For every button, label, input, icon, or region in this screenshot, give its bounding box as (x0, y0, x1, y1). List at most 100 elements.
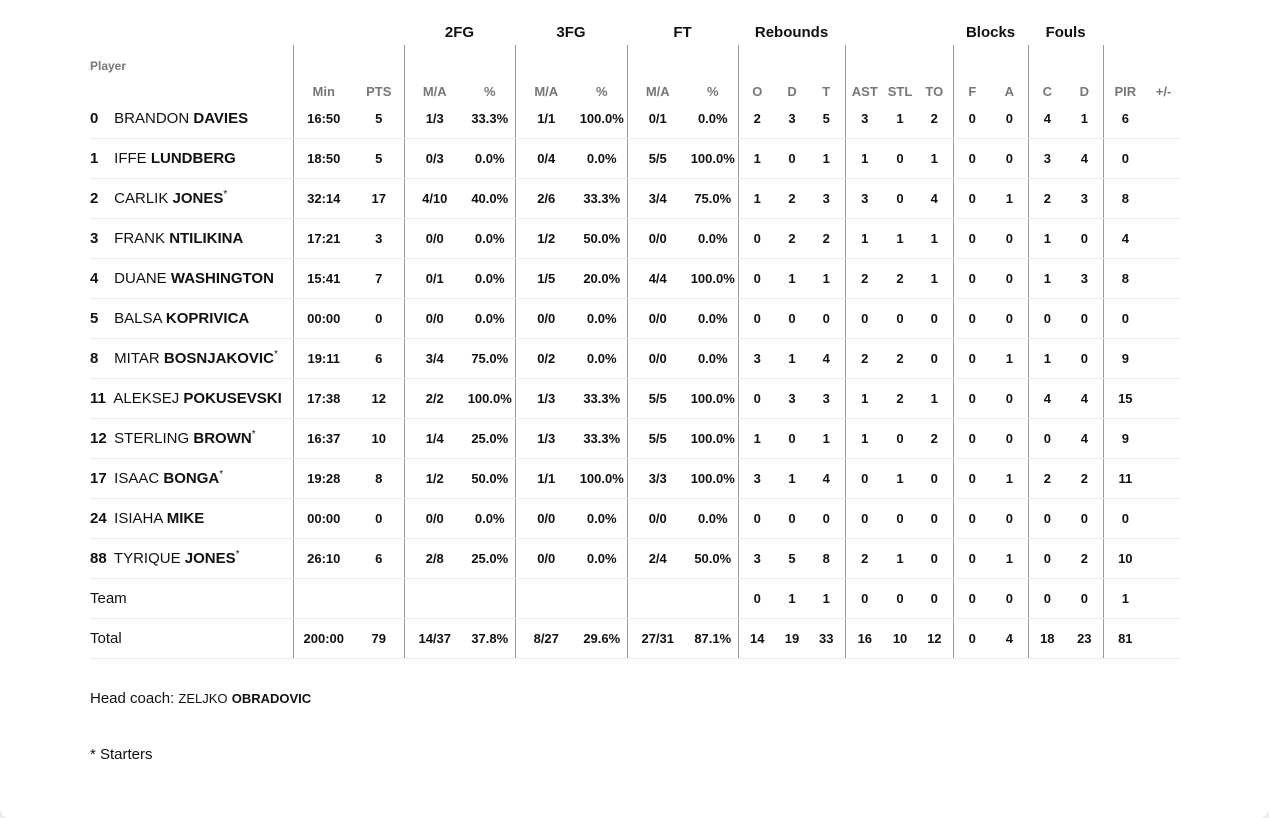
stat-cell: 8 (1102, 258, 1148, 299)
player-name[interactable]: 2 CARLIK JONES* (90, 178, 293, 219)
col-header[interactable]: M/A (514, 45, 577, 99)
stat-cell: 3 (737, 458, 777, 499)
col-header[interactable]: +/- (1155, 84, 1172, 99)
starter-mark: * (235, 549, 240, 560)
stat-cell: 100.0% (577, 99, 627, 139)
stat-cell: 3 (844, 178, 885, 219)
stat-cell: 0 (991, 218, 1029, 259)
col-header[interactable]: % (706, 84, 719, 99)
col-header[interactable]: O (737, 45, 777, 99)
col-header-player: Player (90, 59, 127, 73)
stat-cell: 4 (991, 618, 1029, 659)
col-header[interactable]: A (1004, 84, 1014, 99)
player-name[interactable]: 12 STERLING BROWN* (90, 418, 293, 459)
stat-cell: 100.0% (577, 458, 627, 499)
col-header[interactable]: % (595, 84, 608, 99)
stat-cell: 0/0 (403, 298, 465, 339)
stat-cell: 75.0% (465, 338, 515, 379)
player-name[interactable]: 1 IFFE LUNDBERG (90, 138, 293, 179)
player-name[interactable]: 11 ALEKSEJ POKUSEVSKI (90, 378, 293, 419)
stat-cell: 0.0% (577, 538, 627, 579)
stat-cell: 2 (1066, 458, 1104, 499)
stat-cell: 3 (1027, 138, 1067, 179)
stat-cell: 4 (1027, 378, 1067, 419)
player-name[interactable]: 3 FRANK NTILIKINA (90, 218, 293, 259)
stat-cell: 0 (844, 498, 885, 539)
col-header[interactable]: Min (292, 45, 354, 99)
stat-cell: 37.8% (465, 618, 515, 659)
col-header[interactable]: F (952, 45, 992, 99)
stat-cell: 0.0% (688, 99, 739, 139)
col-header[interactable]: TO (925, 84, 944, 99)
col-header[interactable]: PIR (1102, 45, 1148, 99)
stat-cell: 100.0% (688, 138, 739, 179)
col-header[interactable]: STL (887, 84, 913, 99)
player-number: 2 (90, 190, 99, 207)
stat-cell (1147, 458, 1181, 499)
stat-cell: 10 (884, 618, 917, 659)
stat-cell: 0 (952, 418, 992, 459)
player-name[interactable]: 8 MITAR BOSNJAKOVIC* (90, 338, 293, 379)
player-name[interactable]: 4 DUANE WASHINGTON (90, 258, 293, 299)
player-first-name: STERLING (114, 430, 190, 447)
stat-cell: 0 (808, 298, 846, 339)
starters-footnote: * Starters (90, 746, 153, 763)
col-header[interactable]: % (483, 84, 496, 99)
stat-cell (1147, 538, 1181, 579)
col-header[interactable]: D (787, 84, 797, 99)
stat-cell: 0/0 (626, 298, 688, 339)
total-label: Total (90, 618, 293, 659)
player-name[interactable]: 17 ISAAC BONGA* (90, 458, 293, 499)
stat-cell: 1 (916, 258, 954, 299)
player-last-name: NTILIKINA (169, 230, 244, 247)
player-name[interactable]: 0 BRANDON DAVIES (90, 99, 293, 139)
col-header[interactable]: D (1079, 84, 1089, 99)
col-header[interactable]: C (1027, 45, 1067, 99)
stat-cell: 0 (1027, 538, 1067, 579)
stat-cell: 4 (808, 338, 846, 379)
stat-cell: 17:21 (292, 218, 354, 259)
player-last-name: LUNDBERG (150, 150, 236, 167)
col-header[interactable]: T (822, 84, 831, 99)
boxscore-table: 2FG 3FG FT Rebounds Blocks Fouls Player … (90, 20, 1181, 659)
stat-cell: 1/1 (514, 99, 577, 139)
player-name[interactable]: 88 TYRIQUE JONES* (90, 538, 293, 579)
player-last-name: WASHINGTON (170, 270, 274, 287)
stat-cell: 14/37 (403, 618, 465, 659)
group-3fg: 3FG (556, 24, 586, 41)
stat-cell: 40.0% (465, 178, 515, 219)
stat-cell: 0 (884, 298, 917, 339)
stat-cell: 1 (844, 418, 885, 459)
col-header[interactable]: M/A (626, 45, 688, 99)
stat-cell: 100.0% (465, 378, 515, 419)
stat-cell: 1 (1027, 258, 1067, 299)
stat-cell: 2/4 (626, 538, 688, 579)
stat-cell: 0.0% (577, 338, 627, 379)
stat-cell: 33.3% (577, 418, 627, 459)
stat-cell: 25.0% (465, 538, 515, 579)
stat-cell: 0 (844, 298, 885, 339)
col-header[interactable]: M/A (403, 45, 465, 99)
stat-cell: 17:38 (292, 378, 354, 419)
stat-cell: 4 (1102, 218, 1148, 259)
stat-cell: 0/0 (514, 498, 577, 539)
col-header[interactable]: PTS (366, 84, 392, 99)
stat-cell (1147, 178, 1181, 219)
stat-cell: 4/4 (626, 258, 688, 299)
stat-cell: 1 (808, 138, 846, 179)
stat-cell: 2 (808, 218, 846, 259)
col-header[interactable]: AST (844, 45, 885, 99)
stat-cell: 32:14 (292, 178, 354, 219)
stat-cell: 1 (884, 218, 917, 259)
player-row: 11 ALEKSEJ POKUSEVSKI 17:38 12 2/2 100.0% 1/3… (90, 378, 1181, 419)
player-row: 0 BRANDON DAVIES 16:50 5 1/3 33.3% 1/1 100.0% 0… (90, 99, 1181, 139)
player-row: 24 ISIAHA MIKE 00:00 0 0/0 0.0% 0/0 0.0% 0/0 0.0… (90, 498, 1181, 539)
stat-cell: 20.0% (577, 258, 627, 299)
player-first-name: DUANE (114, 270, 167, 287)
stat-cell: 17 (354, 178, 404, 219)
player-name[interactable]: 5 BALSA KOPRIVICA (90, 298, 293, 339)
stat-cell: 5 (354, 99, 404, 139)
player-first-name: ISIAHA (114, 510, 163, 527)
player-name[interactable]: 24 ISIAHA MIKE (90, 498, 293, 539)
stat-cell: 0.0% (688, 218, 739, 259)
